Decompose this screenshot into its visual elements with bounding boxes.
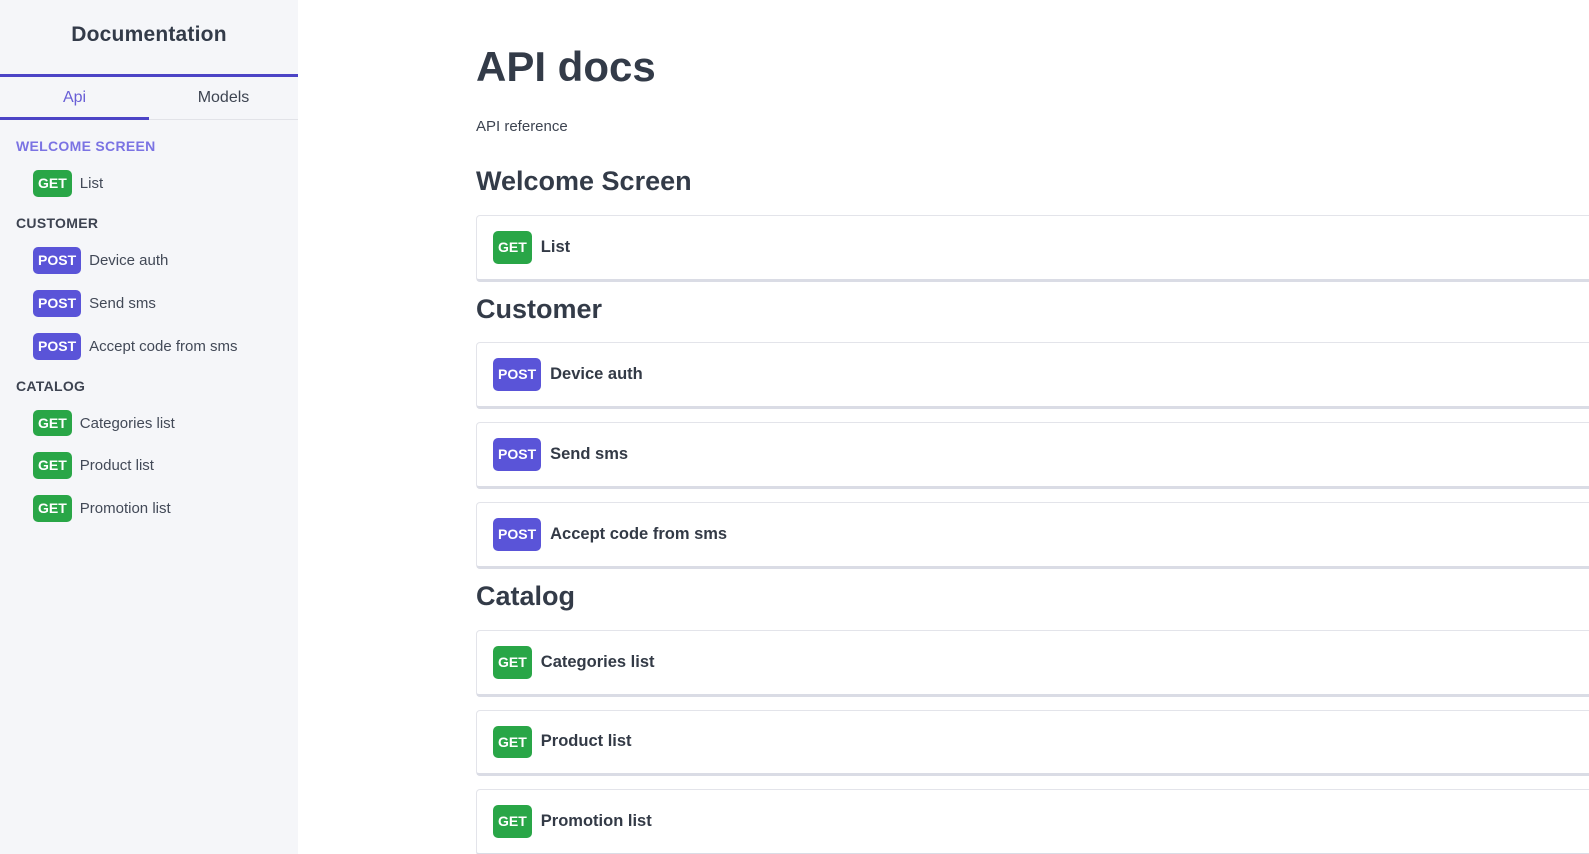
sidebar-item-label: Device auth bbox=[89, 251, 169, 269]
main-content: API docs API reference Welcome Screen GE… bbox=[298, 0, 1589, 854]
sidebar-item-label: Product list bbox=[79, 457, 154, 475]
section-heading: Customer bbox=[476, 293, 603, 324]
method-badge-post: POST bbox=[33, 246, 82, 274]
endpoint-label: Send sms bbox=[550, 445, 629, 464]
sidebar-item-categories-list[interactable]: GET Categories list bbox=[33, 409, 282, 437]
nav-section-customer: CUSTOMER POST Device auth POST Send sms … bbox=[0, 215, 298, 360]
method-badge-post: POST bbox=[493, 358, 542, 392]
sidebar-nav: WELCOME SCREEN GET List CUSTOMER POST De… bbox=[0, 138, 298, 523]
section-heading: Welcome Screen bbox=[476, 166, 692, 196]
nav-section-catalog: CATALOG GET Categories list GET Product … bbox=[0, 378, 298, 523]
sidebar-item-label: Promotion list bbox=[79, 500, 171, 518]
sidebar-title: Documentation bbox=[71, 23, 227, 46]
method-badge-get: GET bbox=[493, 725, 532, 759]
endpoint-card-product-list[interactable]: GET Product list bbox=[476, 709, 1589, 777]
page-subtitle: API reference bbox=[476, 118, 568, 135]
endpoint-card-send-sms[interactable]: POST Send sms bbox=[476, 422, 1589, 490]
method-badge-post: POST bbox=[493, 438, 542, 472]
endpoint-label: Device auth bbox=[550, 365, 643, 384]
section-welcome-screen: Welcome Screen GET List bbox=[476, 166, 1589, 282]
sidebar-item-product-list[interactable]: GET Product list bbox=[33, 452, 282, 480]
method-badge-get: GET bbox=[493, 805, 532, 839]
sidebar-item-list[interactable]: GET List bbox=[33, 170, 282, 197]
nav-section-label: CATALOG bbox=[16, 377, 86, 394]
endpoint-card-categories-list[interactable]: GET Categories list bbox=[476, 629, 1589, 697]
nav-section-welcome-screen: WELCOME SCREEN GET List bbox=[0, 138, 298, 197]
endpoint-card-device-auth[interactable]: POST Device auth bbox=[476, 342, 1589, 410]
method-badge-get: GET bbox=[33, 170, 72, 197]
sidebar-item-send-sms[interactable]: POST Send sms bbox=[33, 289, 282, 317]
method-badge-post: POST bbox=[33, 289, 82, 317]
sidebar-item-label: Accept code from sms bbox=[89, 337, 238, 355]
endpoint-label: Accept code from sms bbox=[550, 524, 728, 543]
tab-api[interactable]: Api bbox=[0, 77, 149, 120]
endpoint-label: Promotion list bbox=[540, 812, 652, 831]
sidebar-item-label: List bbox=[79, 174, 104, 192]
endpoint-card-promotion-list[interactable]: GET Promotion list bbox=[476, 789, 1589, 854]
sidebar-divider bbox=[0, 74, 298, 77]
method-badge-get: GET bbox=[493, 230, 532, 264]
sidebar-tabs: Api Models bbox=[0, 77, 298, 120]
nav-section-label: CUSTOMER bbox=[16, 214, 99, 231]
endpoint-card-list[interactable]: GET List bbox=[476, 214, 1589, 282]
endpoint-card-accept-code-from-sms[interactable]: POST Accept code from sms bbox=[476, 502, 1589, 569]
method-badge-get: GET bbox=[33, 409, 72, 437]
method-badge-post: POST bbox=[493, 518, 542, 551]
method-badge-post: POST bbox=[33, 332, 82, 360]
method-badge-get: GET bbox=[493, 645, 532, 679]
sidebar-item-label: Send sms bbox=[89, 294, 156, 312]
method-badge-get: GET bbox=[33, 452, 72, 480]
sidebar-item-label: Categories list bbox=[79, 414, 175, 432]
tab-models[interactable]: Models bbox=[197, 89, 250, 106]
nav-section-label: WELCOME SCREEN bbox=[16, 138, 156, 154]
sidebar-item-accept-code-from-sms[interactable]: POST Accept code from sms bbox=[33, 332, 282, 360]
page-title: API docs bbox=[476, 43, 656, 90]
section-customer: Customer POST Device auth POST Send sms … bbox=[476, 293, 1589, 569]
method-badge-get: GET bbox=[33, 495, 72, 523]
endpoint-label: Categories list bbox=[540, 652, 655, 671]
endpoint-label: List bbox=[540, 237, 571, 256]
endpoint-label: Product list bbox=[540, 732, 632, 751]
section-heading: Catalog bbox=[476, 580, 576, 611]
sidebar-item-device-auth[interactable]: POST Device auth bbox=[33, 246, 282, 274]
sidebar: Documentation Api Models WELCOME SCREEN … bbox=[0, 0, 298, 854]
sidebar-item-promotion-list[interactable]: GET Promotion list bbox=[33, 495, 282, 523]
section-catalog: Catalog GET Categories list GET Product … bbox=[476, 580, 1589, 854]
